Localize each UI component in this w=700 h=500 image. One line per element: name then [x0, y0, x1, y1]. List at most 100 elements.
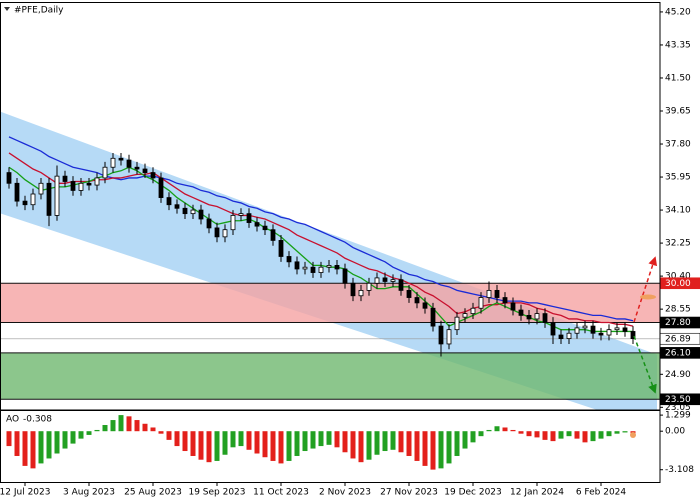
ao-bar	[270, 431, 276, 461]
ao-bar	[278, 431, 284, 464]
ao-bar	[46, 431, 52, 459]
ao-bar	[126, 416, 132, 432]
ao-bar	[470, 431, 476, 443]
ao-bar	[246, 431, 252, 450]
candle-body	[454, 316, 460, 331]
ao-bar	[526, 431, 532, 437]
chart-title: #PFE,Daily	[14, 6, 64, 16]
candle-body	[70, 181, 76, 191]
ao-bar	[222, 431, 228, 455]
candle-body	[214, 227, 220, 238]
up-arrow	[633, 256, 658, 323]
ao-bar	[14, 431, 20, 456]
ao-bar	[366, 431, 372, 460]
candle-body	[6, 172, 12, 184]
ao-bar	[230, 431, 236, 448]
x-tick-label: 19 Sep 2023	[188, 488, 245, 498]
candle-body	[486, 289, 492, 298]
level-label: 27.80	[665, 318, 691, 328]
ao-bar	[286, 431, 292, 461]
candle-body	[494, 289, 500, 298]
ao-bar	[414, 431, 420, 461]
y-tick-label: -3.108	[665, 465, 694, 475]
candle-body	[246, 213, 252, 223]
ao-panel	[6, 415, 636, 470]
y-tick-label: 41.50	[665, 73, 691, 83]
candle-body	[22, 200, 28, 206]
ao-bar	[374, 431, 380, 455]
candle-body	[542, 313, 548, 323]
candle-body	[566, 332, 572, 339]
price-panel	[0, 111, 660, 410]
ao-bar	[590, 431, 596, 442]
ao-bar	[102, 425, 108, 432]
x-tick-label: 2 Nov 2023	[319, 488, 371, 498]
level-label: 26.89	[665, 334, 691, 344]
ao-bar	[462, 431, 468, 449]
ao-bar	[118, 415, 124, 432]
ao-bar	[550, 431, 556, 442]
y-tick-label: 23.05	[665, 403, 691, 413]
title-icon	[4, 7, 10, 11]
ao-bar	[598, 431, 604, 439]
ao-bar	[166, 431, 172, 440]
ao-bar	[342, 431, 348, 453]
candle-body	[286, 256, 292, 263]
zone	[0, 352, 660, 400]
candle-body	[614, 327, 620, 331]
level-label: 26.10	[665, 348, 691, 358]
level-label: 30.00	[665, 279, 691, 289]
ao-bar	[502, 427, 508, 432]
ao-value: -0.308	[23, 415, 52, 425]
axes: 45.20 43.35 41.50 39.65 37.80 35.95 34.10 32.25…	[0, 7, 700, 498]
ao-bar	[606, 431, 612, 437]
y-tick-label: 39.65	[665, 106, 691, 116]
ao-bar	[174, 431, 180, 447]
ao-bar	[478, 431, 484, 437]
candle-body	[446, 329, 452, 345]
candle-body	[630, 331, 636, 339]
y-tick-label: 0.00	[665, 427, 685, 437]
x-tick-label: 12 Jan 2024	[510, 488, 564, 498]
ao-bar	[134, 420, 140, 432]
candle-body	[190, 209, 196, 215]
candle-body	[150, 172, 156, 179]
candle-body	[14, 182, 20, 202]
ao-bar	[110, 420, 116, 432]
ao-frame	[0, 410, 661, 483]
ao-bar	[358, 431, 364, 463]
candle-body	[598, 332, 604, 336]
x-tick-label: 6 Feb 2024	[576, 488, 627, 498]
y-tick-label: 45.20	[665, 7, 691, 17]
ao-bar	[422, 431, 428, 466]
candle-body	[398, 279, 404, 291]
candle-body	[198, 209, 204, 220]
ao-bar	[54, 431, 60, 454]
candle-body	[294, 261, 300, 270]
candle-body	[86, 182, 92, 186]
x-tick-label: 3 Aug 2023	[63, 488, 115, 498]
candle-body	[110, 157, 116, 168]
candle-body	[118, 157, 124, 161]
candle-body	[574, 327, 580, 334]
candle-body	[558, 334, 564, 339]
candle-body	[342, 268, 348, 284]
ao-bar	[62, 431, 68, 449]
ao-bar	[38, 431, 44, 464]
candle-body	[606, 329, 612, 336]
ao-bar	[542, 431, 548, 440]
candle-body	[318, 266, 324, 273]
ao-bar	[326, 431, 332, 445]
candle-body	[430, 307, 436, 327]
ao-bar	[238, 431, 244, 447]
candle-body	[134, 166, 140, 170]
candle-body	[350, 282, 356, 297]
x-tick-label: 27 Nov 2023	[380, 488, 438, 498]
ao-bar	[454, 431, 460, 456]
ao-bar	[622, 431, 628, 433]
ao-bar	[94, 429, 100, 432]
candle-body	[142, 168, 148, 173]
ao-bar	[406, 431, 412, 456]
ao-bar	[254, 431, 260, 454]
ao-bar	[214, 431, 220, 461]
